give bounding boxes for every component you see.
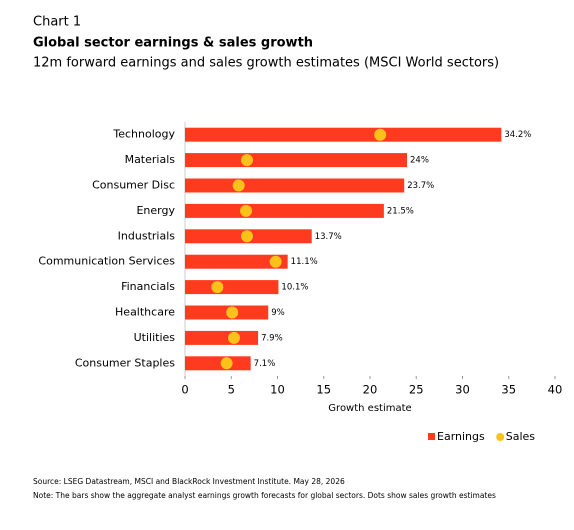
sales-dot [226, 306, 239, 319]
y-tick-label: Industrials [118, 229, 176, 242]
bar [185, 153, 407, 168]
y-tick-label: Consumer Disc [92, 179, 175, 192]
value-label: 34.2% [504, 130, 531, 140]
x-tick-label: 20 [363, 383, 378, 397]
value-label: 9% [271, 308, 285, 318]
sales-dot [228, 331, 241, 344]
bar [185, 203, 384, 218]
value-label: 24% [410, 156, 429, 166]
sales-dot [374, 128, 387, 141]
legend-label: Earnings [437, 430, 485, 443]
value-label: 7.9% [261, 333, 283, 343]
y-tick-label: Communication Services [38, 255, 175, 268]
sales-dot [240, 204, 253, 217]
sales-dot [269, 255, 282, 268]
value-label: 10.1% [281, 283, 308, 293]
y-tick-label: Healthcare [115, 306, 175, 319]
value-label: 23.7% [407, 181, 434, 191]
note: Note: The bars show the aggregate analys… [33, 491, 496, 500]
y-tick-label: Utilities [134, 331, 176, 344]
bar [185, 330, 259, 345]
bar [185, 127, 502, 142]
x-tick-label: 5 [228, 383, 235, 397]
x-tick-label: 35 [501, 383, 516, 397]
sales-dot [220, 357, 233, 370]
legend-swatch [428, 433, 435, 440]
x-tick-label: 0 [181, 383, 188, 397]
value-label: 11.1% [291, 257, 318, 267]
chart-subtitle: 12m forward earnings and sales growth es… [33, 56, 499, 71]
x-axis-label: Growth estimate [328, 403, 411, 414]
chart-label: Chart 1 [33, 15, 81, 30]
x-tick-label: 40 [548, 383, 563, 397]
bar [185, 178, 405, 193]
y-tick-label: Consumer Staples [75, 356, 175, 369]
y-tick-label: Financials [121, 280, 175, 293]
y-tick-label: Energy [136, 204, 175, 217]
x-tick-label: 10 [270, 383, 285, 397]
sales-dot [232, 179, 245, 192]
bar [185, 356, 251, 371]
value-label: 7.1% [254, 359, 276, 369]
x-tick-label: 25 [409, 383, 424, 397]
x-tick-label: 30 [455, 383, 470, 397]
x-tick-label: 15 [316, 383, 331, 397]
sales-dot [240, 230, 253, 243]
y-tick-label: Technology [112, 128, 175, 141]
y-tick-label: Materials [125, 153, 176, 166]
legend-label: Sales [506, 430, 536, 443]
value-label: 13.7% [315, 232, 342, 242]
legend-swatch [496, 433, 505, 441]
value-label: 21.5% [387, 206, 414, 216]
source: Source: LSEG Datastream, MSCI and BlackR… [33, 477, 345, 486]
bar [185, 254, 288, 269]
bar [185, 280, 279, 295]
chart-title: Global sector earnings & sales growth [33, 36, 313, 51]
sales-dot [240, 154, 253, 167]
sales-dot [211, 281, 224, 294]
